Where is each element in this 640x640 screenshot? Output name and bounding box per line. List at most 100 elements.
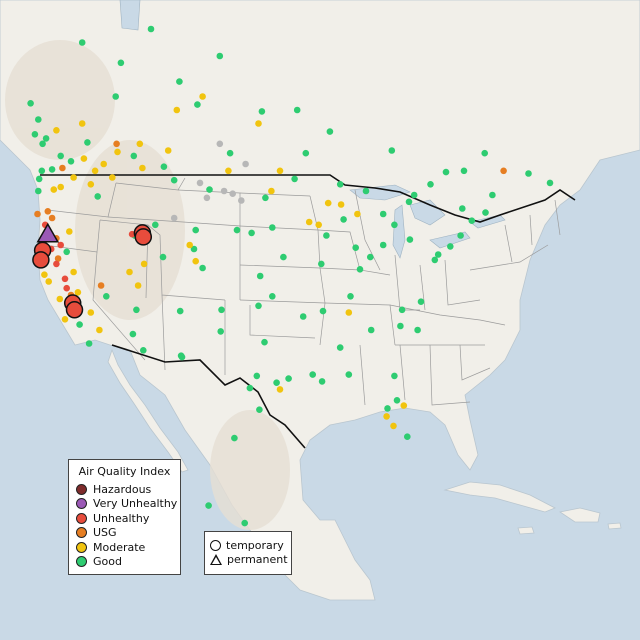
good-point xyxy=(318,260,325,268)
good-point xyxy=(38,167,46,175)
good-point xyxy=(482,209,489,216)
good-point xyxy=(133,306,140,314)
legend-item-permanent: permanent xyxy=(210,553,291,568)
moderate-point xyxy=(96,326,103,334)
legend-label: permanent xyxy=(227,553,288,567)
unhealthy-point xyxy=(63,284,70,292)
good-point xyxy=(199,264,206,272)
land-baja xyxy=(107,348,189,473)
land-north-america xyxy=(0,0,640,601)
usg-point xyxy=(500,167,507,175)
hazardous-swatch xyxy=(76,483,87,495)
good-point xyxy=(103,293,110,300)
good-point xyxy=(285,375,292,382)
good-point xyxy=(253,372,261,380)
circle-icon xyxy=(210,539,221,551)
usg-point xyxy=(97,282,105,289)
good-point xyxy=(256,272,264,280)
moderate-point xyxy=(80,155,88,162)
no-data-point xyxy=(220,187,228,195)
legend-label: Hazardous xyxy=(93,482,152,496)
good-point xyxy=(152,221,159,229)
good-point xyxy=(299,313,307,320)
good-point xyxy=(246,384,254,392)
good-point xyxy=(35,187,42,195)
good-swatch xyxy=(76,556,87,568)
good-point xyxy=(160,163,168,170)
good-point xyxy=(67,158,75,165)
good-point xyxy=(42,135,50,142)
moderate-point xyxy=(66,228,73,235)
land-jamaica xyxy=(517,526,535,535)
moderate-point xyxy=(134,282,142,289)
legend-item-hazardous: Hazardous xyxy=(76,482,180,497)
good-point xyxy=(468,217,476,224)
great-lakes xyxy=(119,0,506,259)
good-point xyxy=(404,433,411,441)
usg-swatch xyxy=(76,527,87,539)
good-point xyxy=(241,519,248,527)
usg-point xyxy=(44,208,52,215)
state-boundaries xyxy=(43,177,561,406)
good-point xyxy=(481,149,489,157)
good-point xyxy=(393,397,401,404)
no-data-point xyxy=(238,197,245,204)
legend-label: Very Unhealthy xyxy=(93,497,178,511)
moderate-point xyxy=(268,187,275,195)
good-point xyxy=(410,191,418,199)
moderate-point xyxy=(383,413,390,420)
triangle-icon xyxy=(210,554,222,566)
good-point xyxy=(525,170,532,177)
land-puerto-rico xyxy=(607,522,622,530)
moderate-point xyxy=(255,120,262,127)
moderate-point xyxy=(100,160,107,168)
moderate-point xyxy=(136,140,144,148)
moderate-point xyxy=(315,221,323,229)
moderate-point xyxy=(324,199,332,207)
moderate-point xyxy=(41,271,48,279)
no-data-point xyxy=(242,160,249,168)
legend-item-usg: USG xyxy=(76,526,180,541)
good-point xyxy=(273,379,280,387)
moderate-point xyxy=(87,181,95,188)
good-point xyxy=(336,181,344,188)
moderate-point xyxy=(199,93,206,100)
moderate-point xyxy=(186,241,193,249)
good-point xyxy=(405,198,413,206)
moderate-point xyxy=(345,309,353,316)
legend-item-unhealthy: Unhealthy xyxy=(76,511,180,526)
moderate-point xyxy=(74,289,82,296)
moderate-point xyxy=(78,120,86,127)
moderate-point xyxy=(56,295,64,303)
usg-point xyxy=(48,214,56,222)
usg-point xyxy=(54,255,62,262)
good-point xyxy=(367,253,374,261)
legend-item-moderate: Moderate xyxy=(76,540,180,555)
good-point xyxy=(323,232,330,239)
good-point xyxy=(255,302,262,310)
good-point xyxy=(397,322,404,330)
legend-label: temporary xyxy=(226,538,284,552)
good-point xyxy=(457,232,464,239)
moderate-point xyxy=(276,386,284,393)
legend-label: USG xyxy=(93,526,117,540)
good-point xyxy=(130,152,138,160)
no-data-point xyxy=(229,190,236,197)
usg-point xyxy=(34,210,41,218)
good-point xyxy=(140,347,147,354)
good-point xyxy=(176,307,184,315)
good-point xyxy=(233,226,241,234)
moderate-point xyxy=(164,147,172,154)
legend-label: Unhealthy xyxy=(93,511,150,525)
good-point xyxy=(248,229,255,237)
good-point xyxy=(388,147,396,154)
moderate-point xyxy=(53,127,60,134)
good-point xyxy=(262,194,269,202)
usg-point xyxy=(113,140,120,148)
no-data-point xyxy=(196,179,204,187)
international-border xyxy=(40,174,576,449)
good-point xyxy=(206,186,213,193)
good-point xyxy=(398,306,406,314)
moderate-point xyxy=(225,167,232,175)
good-point xyxy=(27,100,34,107)
